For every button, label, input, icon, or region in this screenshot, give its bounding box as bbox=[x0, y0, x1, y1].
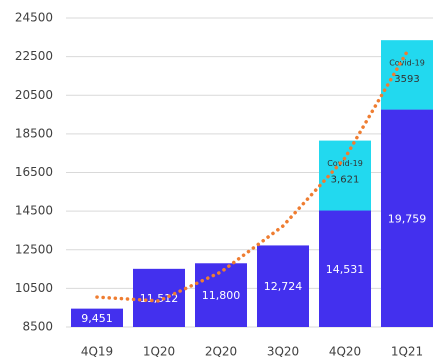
bar-segment bbox=[381, 109, 433, 327]
value-label: 12,724 bbox=[264, 280, 303, 293]
bar-segment bbox=[257, 245, 309, 327]
y-tick-label: 14500 bbox=[15, 204, 53, 218]
x-tick-label: 1Q20 bbox=[143, 345, 175, 359]
value-label: 3,621 bbox=[331, 175, 360, 186]
x-tick-label: 3Q20 bbox=[267, 345, 299, 359]
x-tick-label: 4Q19 bbox=[81, 345, 113, 359]
y-tick-label: 8500 bbox=[22, 320, 53, 334]
y-tick-label: 22500 bbox=[15, 49, 53, 63]
y-tick-label: 16500 bbox=[15, 165, 53, 179]
bar-segment bbox=[133, 268, 185, 327]
y-tick-label: 24500 bbox=[15, 11, 53, 25]
x-tick-label: 1Q21 bbox=[391, 345, 423, 359]
x-tick-label: 2Q20 bbox=[205, 345, 237, 359]
y-tick-label: 12500 bbox=[15, 242, 53, 256]
segment-name: Covid-19 bbox=[389, 58, 425, 67]
value-label: 9,451 bbox=[81, 312, 113, 325]
value-label: 3593 bbox=[394, 74, 419, 85]
segment-name: Covid-19 bbox=[327, 159, 363, 168]
y-tick-label: 10500 bbox=[15, 281, 53, 295]
bar-segment bbox=[381, 40, 433, 110]
trend-line bbox=[95, 50, 409, 303]
value-label: 19,759 bbox=[388, 212, 427, 225]
bar-segment bbox=[71, 308, 123, 327]
value-label: 14,531 bbox=[326, 263, 365, 276]
value-label: 11,800 bbox=[202, 289, 241, 302]
y-tick-label: 20500 bbox=[15, 88, 53, 102]
x-tick-label: 4Q20 bbox=[329, 345, 361, 359]
bar-segment bbox=[195, 263, 247, 327]
y-tick-label: 18500 bbox=[15, 126, 53, 140]
bar-segment bbox=[319, 210, 371, 327]
